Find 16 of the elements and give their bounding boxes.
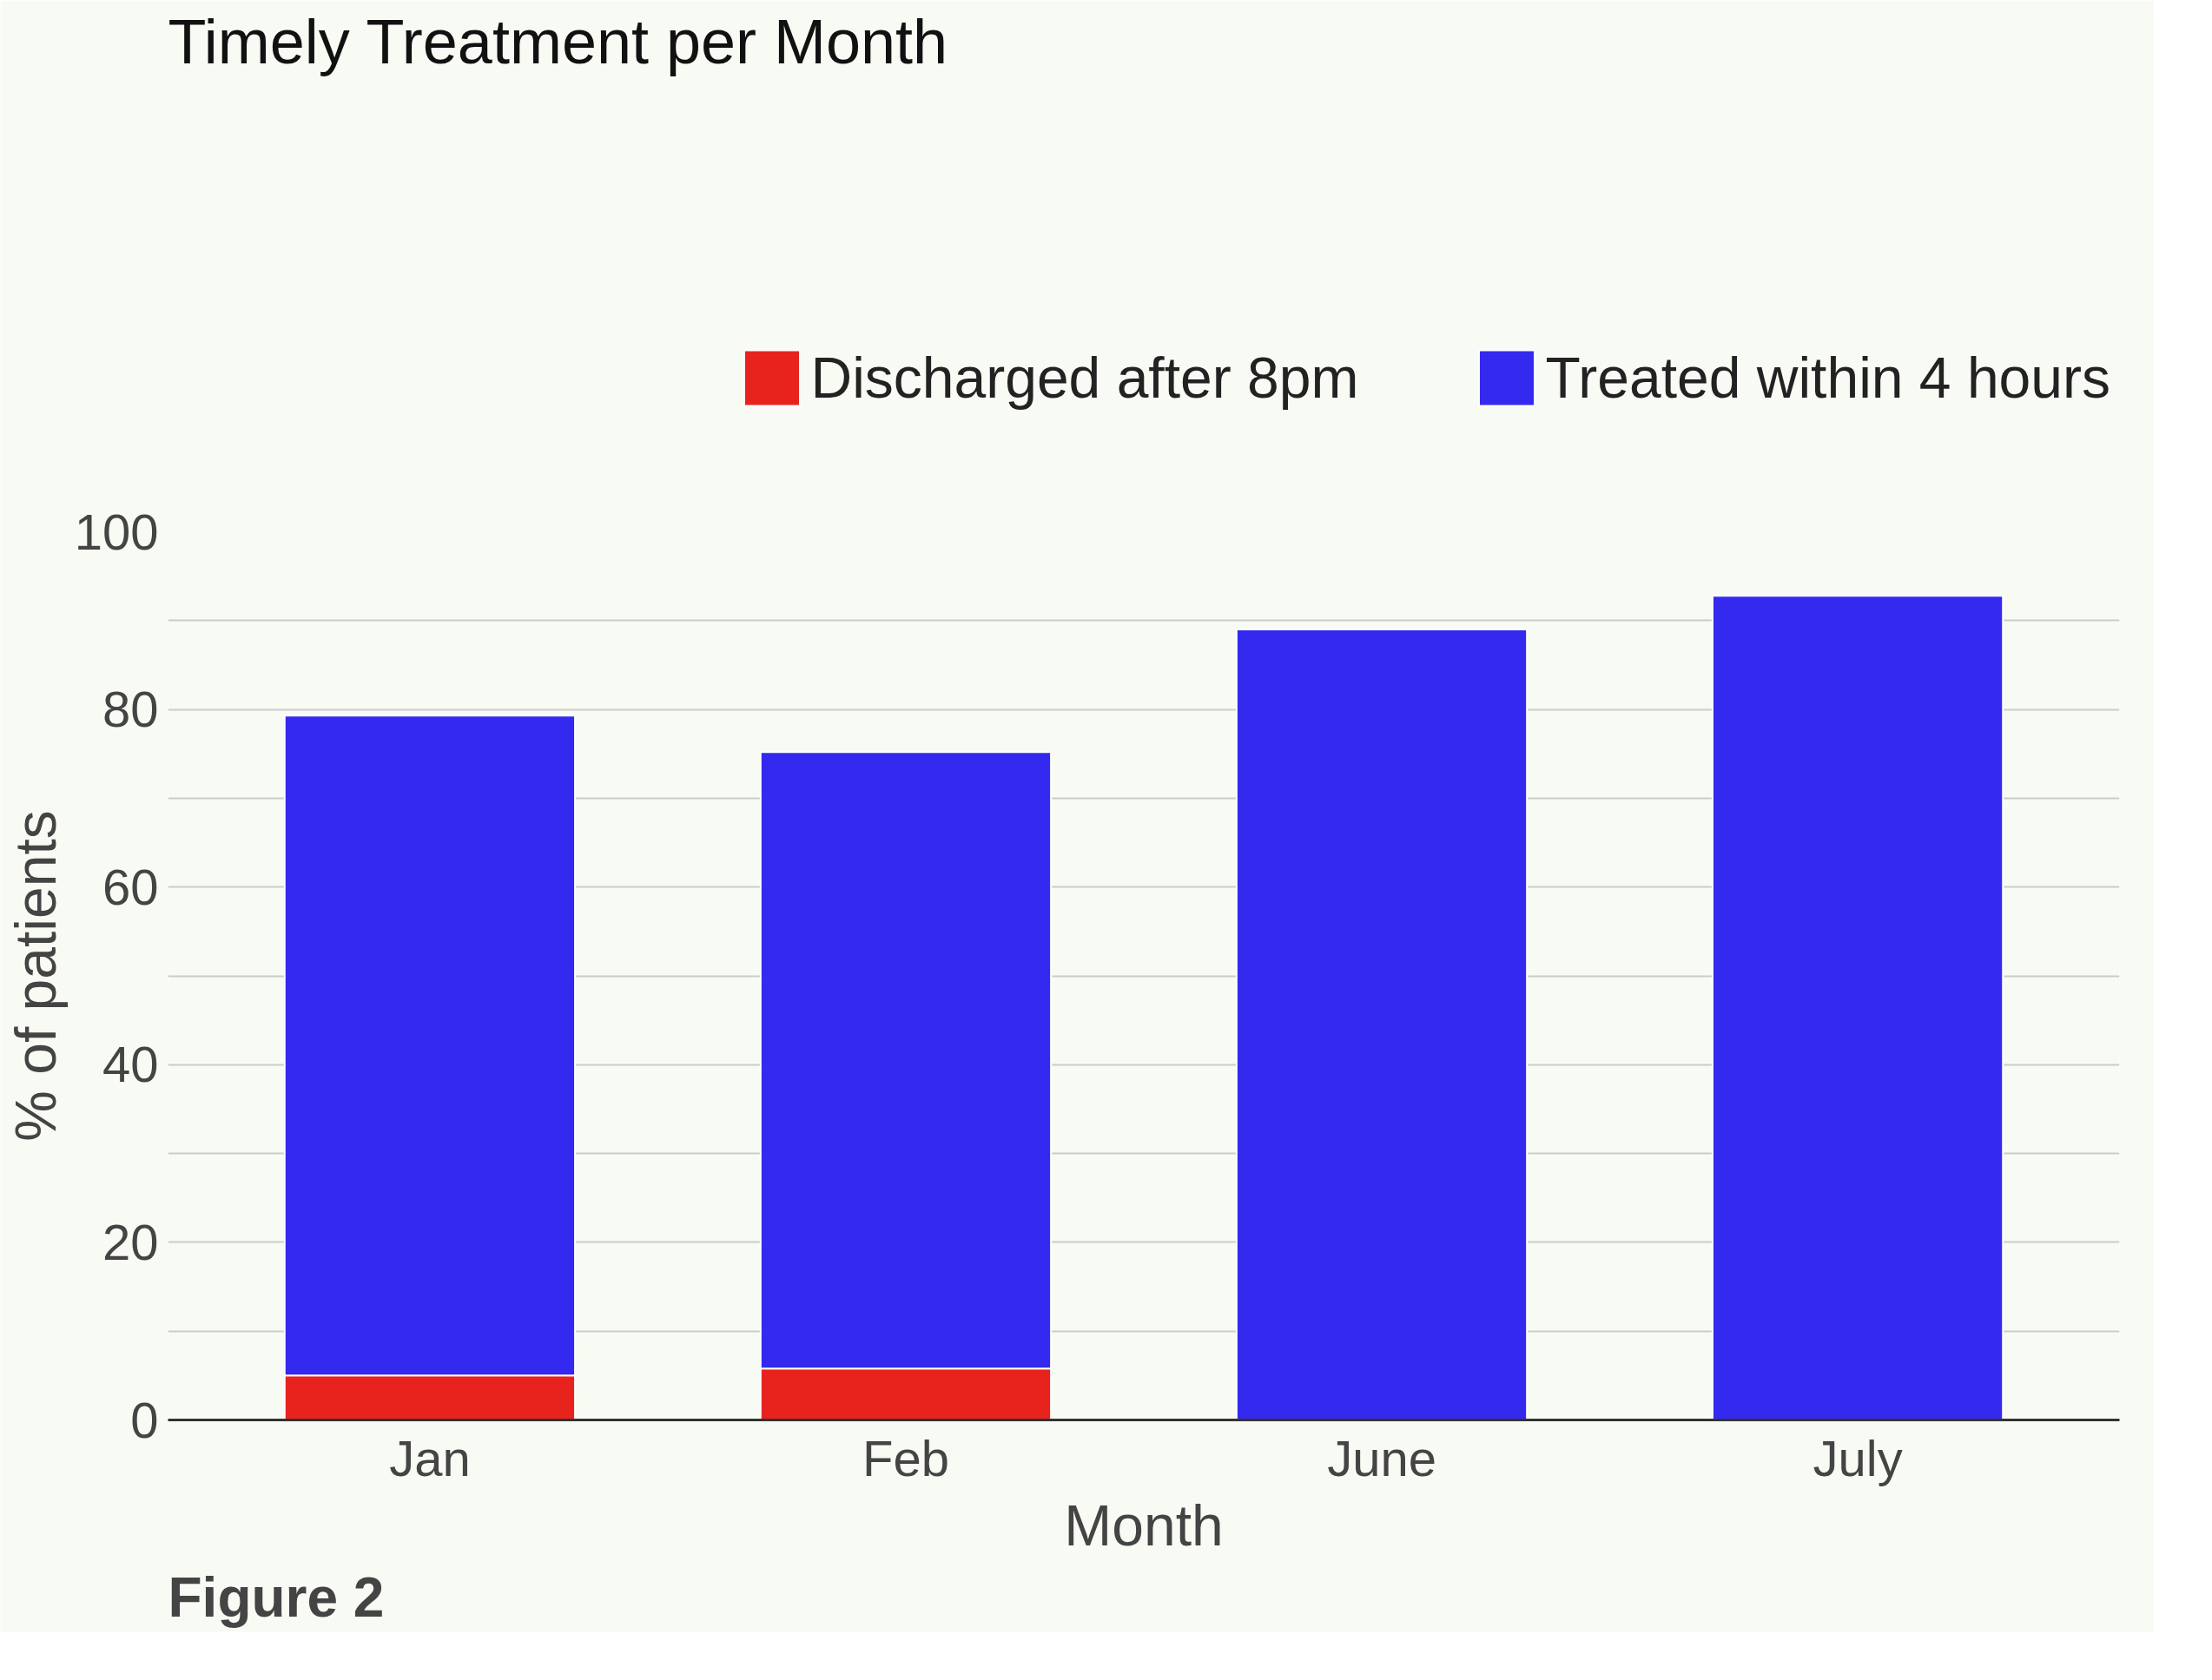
legend-label: Treated within 4 hours <box>1545 345 2110 412</box>
legend-label: Discharged after 8pm <box>810 345 1359 412</box>
y-tick-label: 0 <box>130 1391 159 1448</box>
x-tick-label: June <box>1327 1429 1436 1486</box>
y-tick-label: 100 <box>74 503 159 560</box>
y-tick-label: 20 <box>102 1213 159 1270</box>
caption: Figure 2 <box>168 1565 385 1629</box>
x-tick-label: July <box>1813 1429 1903 1486</box>
y-tick-label: 40 <box>102 1036 159 1093</box>
y-tick-label: 80 <box>102 681 159 738</box>
y-tick-label: 60 <box>102 858 159 915</box>
x-axis-title: Month <box>1064 1492 1224 1558</box>
chart-title: Timely Treatment per Month <box>168 6 948 76</box>
y-axis-title: % of patients <box>3 810 68 1142</box>
x-tick-label: Jan <box>389 1429 471 1486</box>
x-tick-label: Feb <box>862 1429 949 1486</box>
